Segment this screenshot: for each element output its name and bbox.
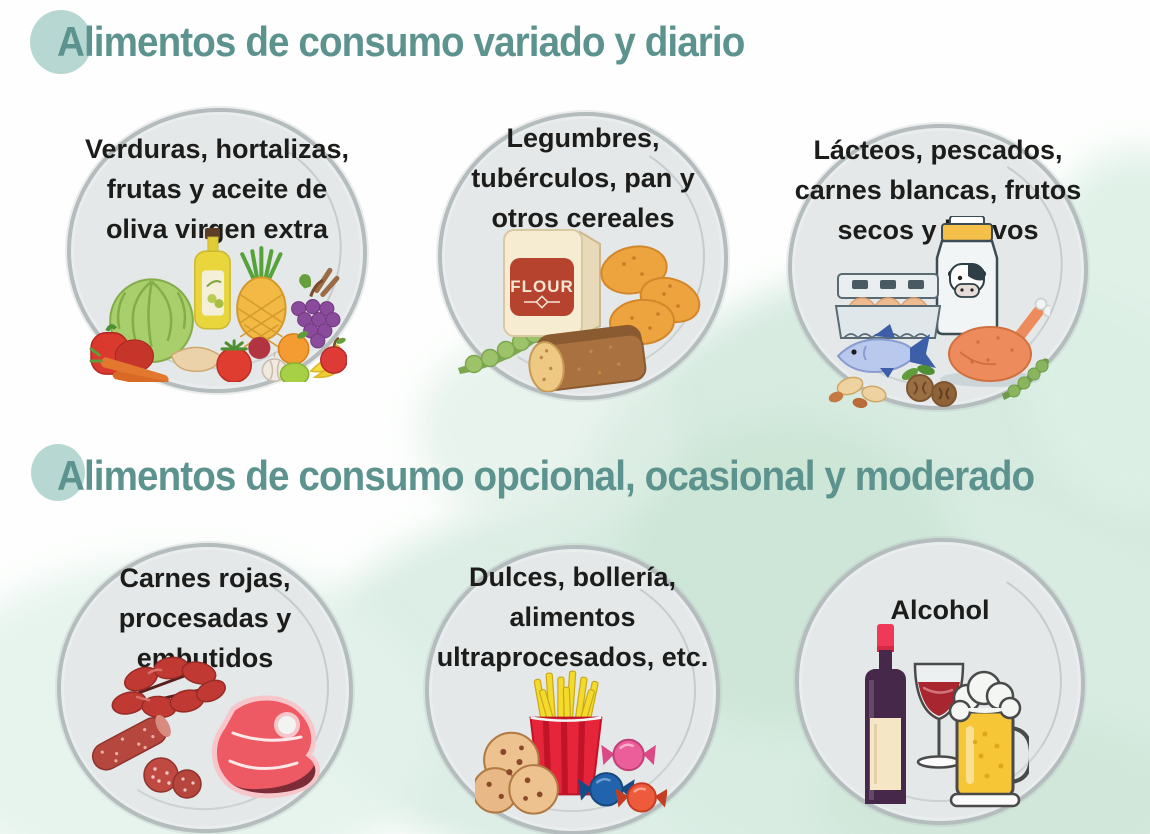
potatoes-icon — [600, 245, 701, 346]
wine-bottle-icon — [865, 624, 906, 804]
flour-bag-icon: FLOUR — [503, 229, 601, 338]
fries-cookies-candy-icon — [475, 670, 667, 815]
apple-icon — [320, 336, 347, 374]
food-card-label: Dulces, bollería, alimentos ultraprocesa… — [436, 562, 709, 672]
pink-candy — [601, 738, 656, 772]
salami-icon — [91, 715, 202, 799]
food-card-label: Lácteos, pescados, carnes blancas, fruto… — [794, 135, 1082, 245]
food-card-dairy-protein: Lácteos, pescados, carnes blancas, fruto… — [788, 124, 1088, 410]
food-circle — [795, 538, 1085, 825]
food-card-red-meat: Carnes rojas, procesadas y embutidos — [57, 543, 353, 833]
milk-jug-icon — [935, 216, 999, 336]
cookies-icon — [475, 731, 559, 815]
wine-beer-alcohol-icon — [865, 624, 1029, 808]
flour-bread-potatoes-peas-icon: FLOUR — [458, 229, 701, 392]
parsnip-icon — [170, 346, 224, 373]
food-card-alcohol: Alcohol — [795, 538, 1085, 825]
peanuts-icon — [828, 376, 887, 408]
food-card-label: Verduras, hortalizas, frutas y aceite de… — [84, 134, 350, 244]
walnuts-icon — [901, 365, 957, 407]
header-accent-dot — [31, 444, 85, 501]
sausage-links-icon — [111, 656, 226, 719]
red-processed-meats-icon — [91, 656, 320, 799]
dairy-fish-poultry-nuts-eggs-icon — [828, 216, 1050, 408]
food-card-label: Alcohol — [890, 595, 990, 625]
roast-chicken-icon — [948, 297, 1050, 382]
food-card-cereals: Legumbres, tubérculos, pan y otros cerea… — [438, 112, 728, 400]
red-onion-icon — [248, 336, 271, 360]
pineapple-icon — [236, 246, 287, 348]
food-card-label: Legumbres, tubérculos, pan y otros cerea… — [471, 123, 695, 233]
vegetables-fruits-olive-oil-icon — [89, 228, 347, 383]
olive-oil-bottle-icon — [194, 228, 231, 330]
section-title-daily: Alimentos de consumo variado y diario — [57, 18, 745, 65]
carrots-icon — [89, 347, 171, 383]
flour-bag-text: FLOUR — [510, 277, 574, 296]
pea-pod-icon — [1002, 358, 1049, 400]
grapes-icon — [291, 274, 341, 349]
fish-icon — [836, 324, 936, 378]
pear-icon — [279, 362, 310, 383]
food-card-sweets: Dulces, bollería, alimentos ultraprocesa… — [425, 545, 720, 834]
tomato-icon — [216, 339, 253, 383]
egg-carton-icon — [834, 273, 942, 340]
section-title-occasional: Alimentos de consumo opcional, ocasional… — [57, 452, 1035, 499]
header-accent-dot — [30, 10, 92, 74]
food-card-vegetables: Verduras, hortalizas, frutas y aceite de… — [67, 108, 367, 393]
orange-icon — [277, 331, 310, 365]
ham-steak-icon — [211, 695, 320, 799]
bread-loaf-icon — [528, 324, 647, 392]
wrapped-candies-icon — [578, 738, 667, 813]
orange-candy — [615, 782, 667, 813]
beer-mug-icon — [948, 670, 1029, 808]
